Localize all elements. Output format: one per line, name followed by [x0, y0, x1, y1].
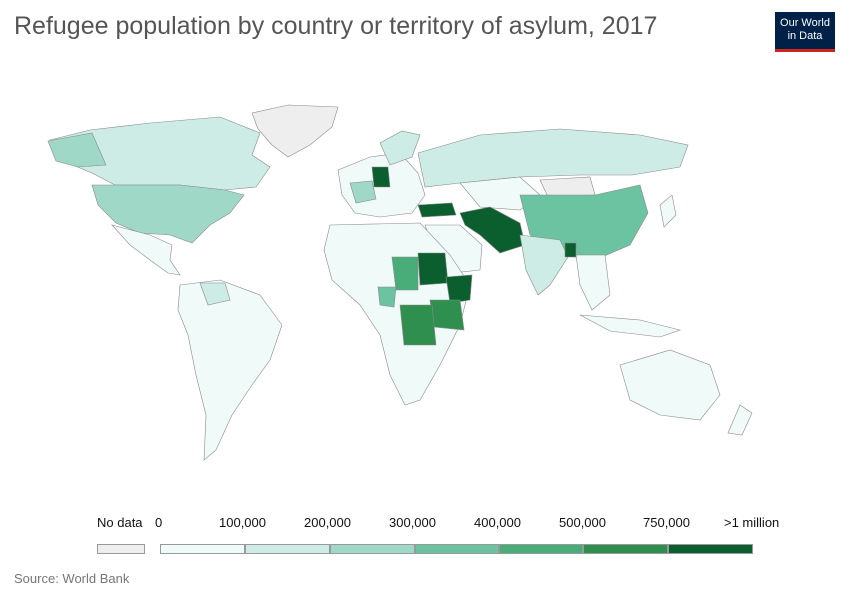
legend-swatch-3 — [415, 544, 499, 554]
map-scandinavia — [379, 130, 421, 166]
map-greenland — [251, 104, 339, 158]
map-russia — [417, 128, 689, 188]
map-south-america — [177, 279, 283, 461]
logo-line-1: Our World — [780, 17, 830, 29]
map-iran-pakistan — [459, 206, 526, 254]
legend-swatch-6 — [668, 544, 753, 554]
map-germany — [371, 166, 391, 188]
map-japan — [659, 194, 677, 228]
map-alaska — [47, 132, 107, 168]
legend-swatch-1 — [245, 544, 330, 554]
map-uganda-kenya — [429, 299, 465, 331]
map-new-zealand — [727, 404, 753, 436]
map-bangladesh — [564, 242, 577, 258]
map-drc — [399, 304, 437, 346]
map-australia — [619, 349, 721, 421]
map-se-asia — [575, 254, 611, 311]
legend-swatch-2 — [330, 544, 415, 554]
owid-logo[interactable]: Our World in Data — [775, 12, 835, 52]
legend-label-200k: 200,000 — [304, 515, 351, 530]
map-chad — [391, 256, 419, 291]
logo-accent-bar — [775, 49, 835, 52]
legend-label-1m: >1 million — [724, 515, 780, 530]
legend-label-300k: 300,000 — [389, 515, 436, 530]
legend-label-750k: 750,000 — [643, 515, 690, 530]
legend-swatch-5 — [583, 544, 668, 554]
logo-line-2: in Data — [787, 30, 823, 42]
map-indonesia — [579, 314, 682, 338]
map-india — [519, 234, 569, 296]
world-map[interactable] — [20, 95, 780, 475]
map-usa — [91, 184, 245, 244]
map-mongolia — [539, 176, 596, 198]
chart-title: Refugee population by country or territo… — [14, 12, 658, 40]
legend-label-100k: 100,000 — [219, 515, 266, 530]
legend-nodata-swatch — [97, 544, 145, 554]
legend-label-400k: 400,000 — [474, 515, 521, 530]
legend-swatch-4 — [499, 544, 583, 554]
map-france — [349, 180, 377, 204]
map-sudan — [417, 252, 449, 286]
map-ethiopia — [445, 274, 473, 304]
map-venezuela — [199, 282, 231, 306]
map-turkey — [417, 202, 457, 218]
map-mexico — [111, 224, 181, 276]
source-note: Source: World Bank — [14, 571, 130, 586]
legend-label-0: 0 — [155, 515, 163, 530]
legend-swatch-0 — [160, 544, 245, 554]
legend-nodata-label: No data — [97, 515, 143, 530]
map-cameroon — [377, 286, 397, 308]
map-canada — [49, 116, 271, 191]
legend-label-500k: 500,000 — [559, 515, 606, 530]
